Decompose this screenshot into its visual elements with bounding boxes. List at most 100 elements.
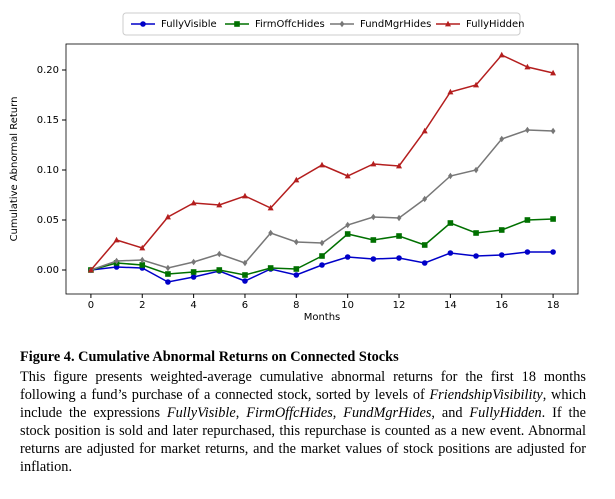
caption-term: FirmOffcHides <box>246 405 333 421</box>
caption-text: , which include the expressions <box>20 387 586 421</box>
legend-marker <box>140 21 146 27</box>
marker <box>319 253 325 259</box>
marker <box>293 176 300 183</box>
marker <box>473 230 479 236</box>
x-tick-label: 12 <box>393 300 406 311</box>
marker <box>421 242 428 248</box>
legend-label: FullyHidden <box>466 19 525 30</box>
marker <box>473 81 480 88</box>
marker <box>216 250 222 258</box>
marker <box>396 233 402 239</box>
marker <box>216 201 223 208</box>
marker <box>550 127 556 135</box>
marker <box>473 166 479 174</box>
legend-label: FirmOffcHides <box>255 19 325 30</box>
legend-label: FundMgrHides <box>360 19 431 30</box>
marker <box>447 220 454 226</box>
marker <box>319 161 325 168</box>
figure-title: Cumulative Abnormal Returns on Connected… <box>78 349 399 365</box>
marker <box>164 213 171 220</box>
y-tick-label: 0.05 <box>37 215 59 226</box>
marker <box>499 135 505 143</box>
caption-term: FundMgrHides <box>343 405 432 421</box>
legend-marker <box>339 20 345 28</box>
marker <box>114 257 119 265</box>
legend: FullyVisible FirmOffcHides FundMgrHides Ful… <box>122 12 525 36</box>
marker <box>422 195 428 203</box>
marker <box>165 279 171 285</box>
marker <box>165 271 171 277</box>
marker <box>370 213 376 221</box>
marker <box>242 272 248 278</box>
plot-frame <box>65 43 579 295</box>
x-tick-label: 8 <box>293 300 299 311</box>
x-axis-label: Months <box>304 312 341 323</box>
marker <box>473 253 479 259</box>
legend-marker <box>234 21 240 27</box>
marker <box>370 237 377 243</box>
marker <box>267 265 274 271</box>
marker <box>113 236 120 243</box>
marker <box>525 126 530 134</box>
marker <box>139 262 146 268</box>
marker <box>344 254 351 260</box>
marker <box>191 258 197 266</box>
marker <box>396 214 402 222</box>
caption-heading: Figure 4. Cumulative Abnormal Returns on… <box>20 348 586 366</box>
marker <box>550 216 556 222</box>
caption-term: FullyHidden <box>469 405 542 421</box>
marker <box>447 88 454 95</box>
x-tick-label: 2 <box>139 300 145 311</box>
figure-label: Figure 4. <box>20 349 75 365</box>
caption-text: This figure presents weighted-average cu… <box>20 369 586 403</box>
caption-text: , and <box>431 405 470 421</box>
marker <box>447 172 453 180</box>
marker <box>293 238 299 246</box>
marker <box>370 160 377 167</box>
x-tick-label: 0 <box>88 300 94 311</box>
marker <box>268 229 274 237</box>
marker <box>524 217 531 223</box>
legend-marker <box>445 20 451 27</box>
x-tick-label: 6 <box>242 300 248 311</box>
marker <box>421 127 428 134</box>
caption-text: . If the stock position is sold and late… <box>20 405 587 475</box>
marker <box>524 63 531 70</box>
marker <box>165 264 171 272</box>
marker <box>396 255 402 261</box>
marker <box>139 244 146 251</box>
marker <box>498 227 505 233</box>
y-tick-label: 0.15 <box>37 115 59 126</box>
marker <box>498 51 505 58</box>
legend-label: FullyVisible <box>161 19 217 30</box>
marker <box>370 256 377 262</box>
marker <box>216 267 223 273</box>
caption-text: , <box>235 405 247 421</box>
y-tick-label: 0.10 <box>37 165 59 176</box>
marker <box>345 221 351 229</box>
marker <box>293 272 300 278</box>
legend-frame <box>122 12 521 36</box>
marker <box>319 239 325 247</box>
marker <box>396 162 403 169</box>
x-tick-label: 4 <box>190 300 196 311</box>
caption: Figure 4. Cumulative Abnormal Returns on… <box>20 348 586 476</box>
y-axis-label: Cumulative Abnormal Return <box>9 97 20 242</box>
marker <box>267 204 274 211</box>
x-tick-label: 10 <box>341 300 354 311</box>
marker <box>190 199 197 206</box>
marker <box>87 266 94 273</box>
x-tick-label: 16 <box>495 300 508 311</box>
y-tick-label: 0.00 <box>37 265 59 276</box>
marker <box>447 250 454 256</box>
caption-text: , <box>332 405 344 421</box>
marker <box>344 172 351 179</box>
marker <box>550 249 556 255</box>
marker <box>344 231 351 237</box>
marker <box>190 274 197 280</box>
caption-term: FriendshipVisibility <box>429 387 543 403</box>
marker <box>139 256 145 264</box>
x-tick-label: 18 <box>547 300 560 311</box>
marker <box>293 266 300 272</box>
